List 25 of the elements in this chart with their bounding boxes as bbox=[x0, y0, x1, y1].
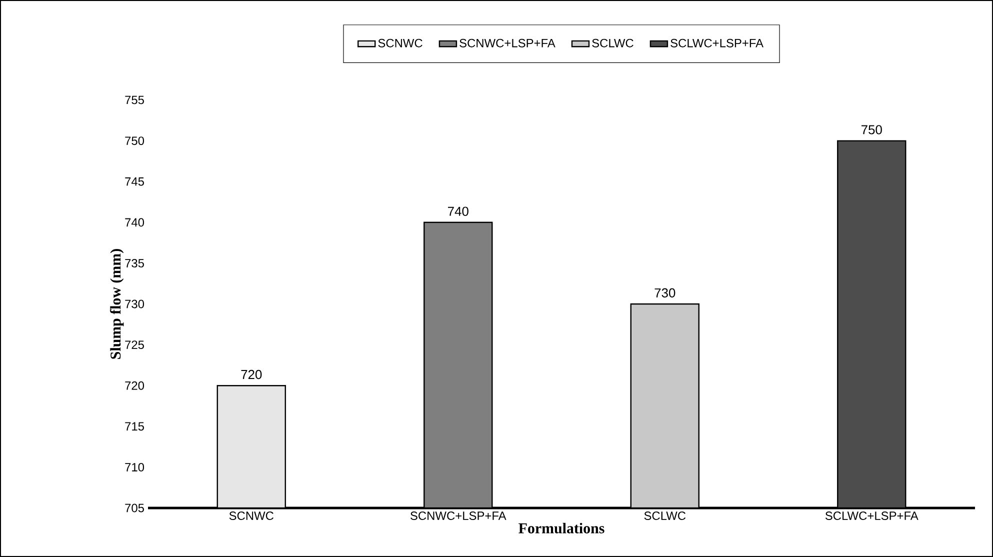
x-tick-label: SCLWC bbox=[644, 512, 686, 520]
y-tick-label: 730 bbox=[125, 300, 144, 308]
legend-label: SCNWC bbox=[378, 38, 422, 48]
y-tick-label: 750 bbox=[125, 136, 144, 146]
y-tick-label: 725 bbox=[125, 340, 144, 350]
x-tick-label: SCNWC+LSP+FA bbox=[410, 512, 506, 520]
y-tick-label: 755 bbox=[125, 96, 144, 104]
legend-label: SCLWC+LSP+FA bbox=[670, 38, 764, 48]
y-tick-label: 735 bbox=[125, 258, 144, 268]
y-tick-label: 705 bbox=[125, 504, 144, 512]
y-tick-label: 745 bbox=[125, 177, 144, 186]
data-label: 720 bbox=[241, 370, 262, 380]
y-tick-label: 740 bbox=[125, 218, 144, 227]
y-tick-label: 715 bbox=[125, 422, 144, 431]
legend-label: SCLWC bbox=[592, 38, 634, 48]
data-label: 730 bbox=[654, 288, 676, 298]
y-tick-label: 720 bbox=[125, 381, 144, 390]
x-tick-label: SCLWC+LSP+FA bbox=[825, 512, 918, 520]
data-label: 740 bbox=[448, 206, 468, 216]
data-label: 750 bbox=[862, 125, 882, 134]
x-tick-label: SCNWC bbox=[229, 512, 274, 520]
y-tick-label: 710 bbox=[125, 462, 144, 472]
x-axis-title: Formulations bbox=[518, 522, 604, 534]
y-axis-title: Slump flow (mm) bbox=[110, 249, 124, 359]
legend-label: SCNWC+LSP+FA bbox=[460, 38, 556, 48]
